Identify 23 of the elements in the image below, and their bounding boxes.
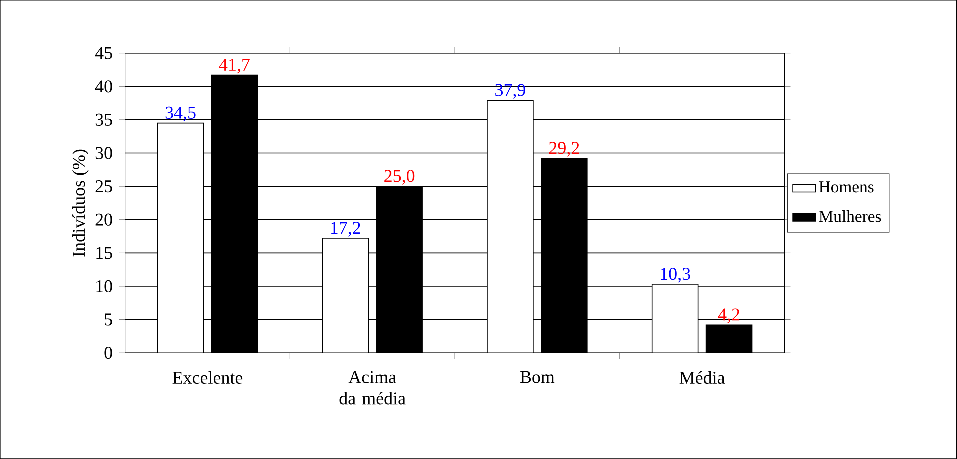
y-tick-label: 45	[95, 47, 112, 60]
data-label: 10,3	[661, 268, 690, 283]
y-tick-label: 40	[95, 80, 112, 93]
data-label: 25,0	[384, 170, 415, 185]
y-tick-label: 25	[96, 180, 112, 192]
x-tick-label: Excelente	[172, 371, 243, 384]
y-tick-label: 5	[105, 314, 112, 326]
data-label: 37,9	[496, 84, 526, 99]
y-tick-label: 0	[104, 346, 112, 359]
y-tick-label: 30	[96, 146, 112, 160]
y-axis-title: Indivíduos (%)	[72, 150, 89, 257]
y-tick-label: 35	[96, 114, 112, 126]
x-tick-label: Bom	[520, 371, 555, 384]
x-tick-label: Acima da média	[340, 371, 406, 405]
x-tick-label: Média	[680, 371, 726, 384]
data-label: 41,7	[219, 58, 250, 74]
data-label: 34,5	[166, 106, 196, 122]
y-tick-label: 10	[96, 280, 112, 292]
y-tick-label: 20	[96, 214, 112, 226]
data-label: 17,2	[331, 222, 360, 237]
y-tick-label: 15	[96, 246, 112, 259]
legend-label: Mulheres	[819, 210, 882, 222]
legend-label: Homens	[819, 181, 874, 192]
